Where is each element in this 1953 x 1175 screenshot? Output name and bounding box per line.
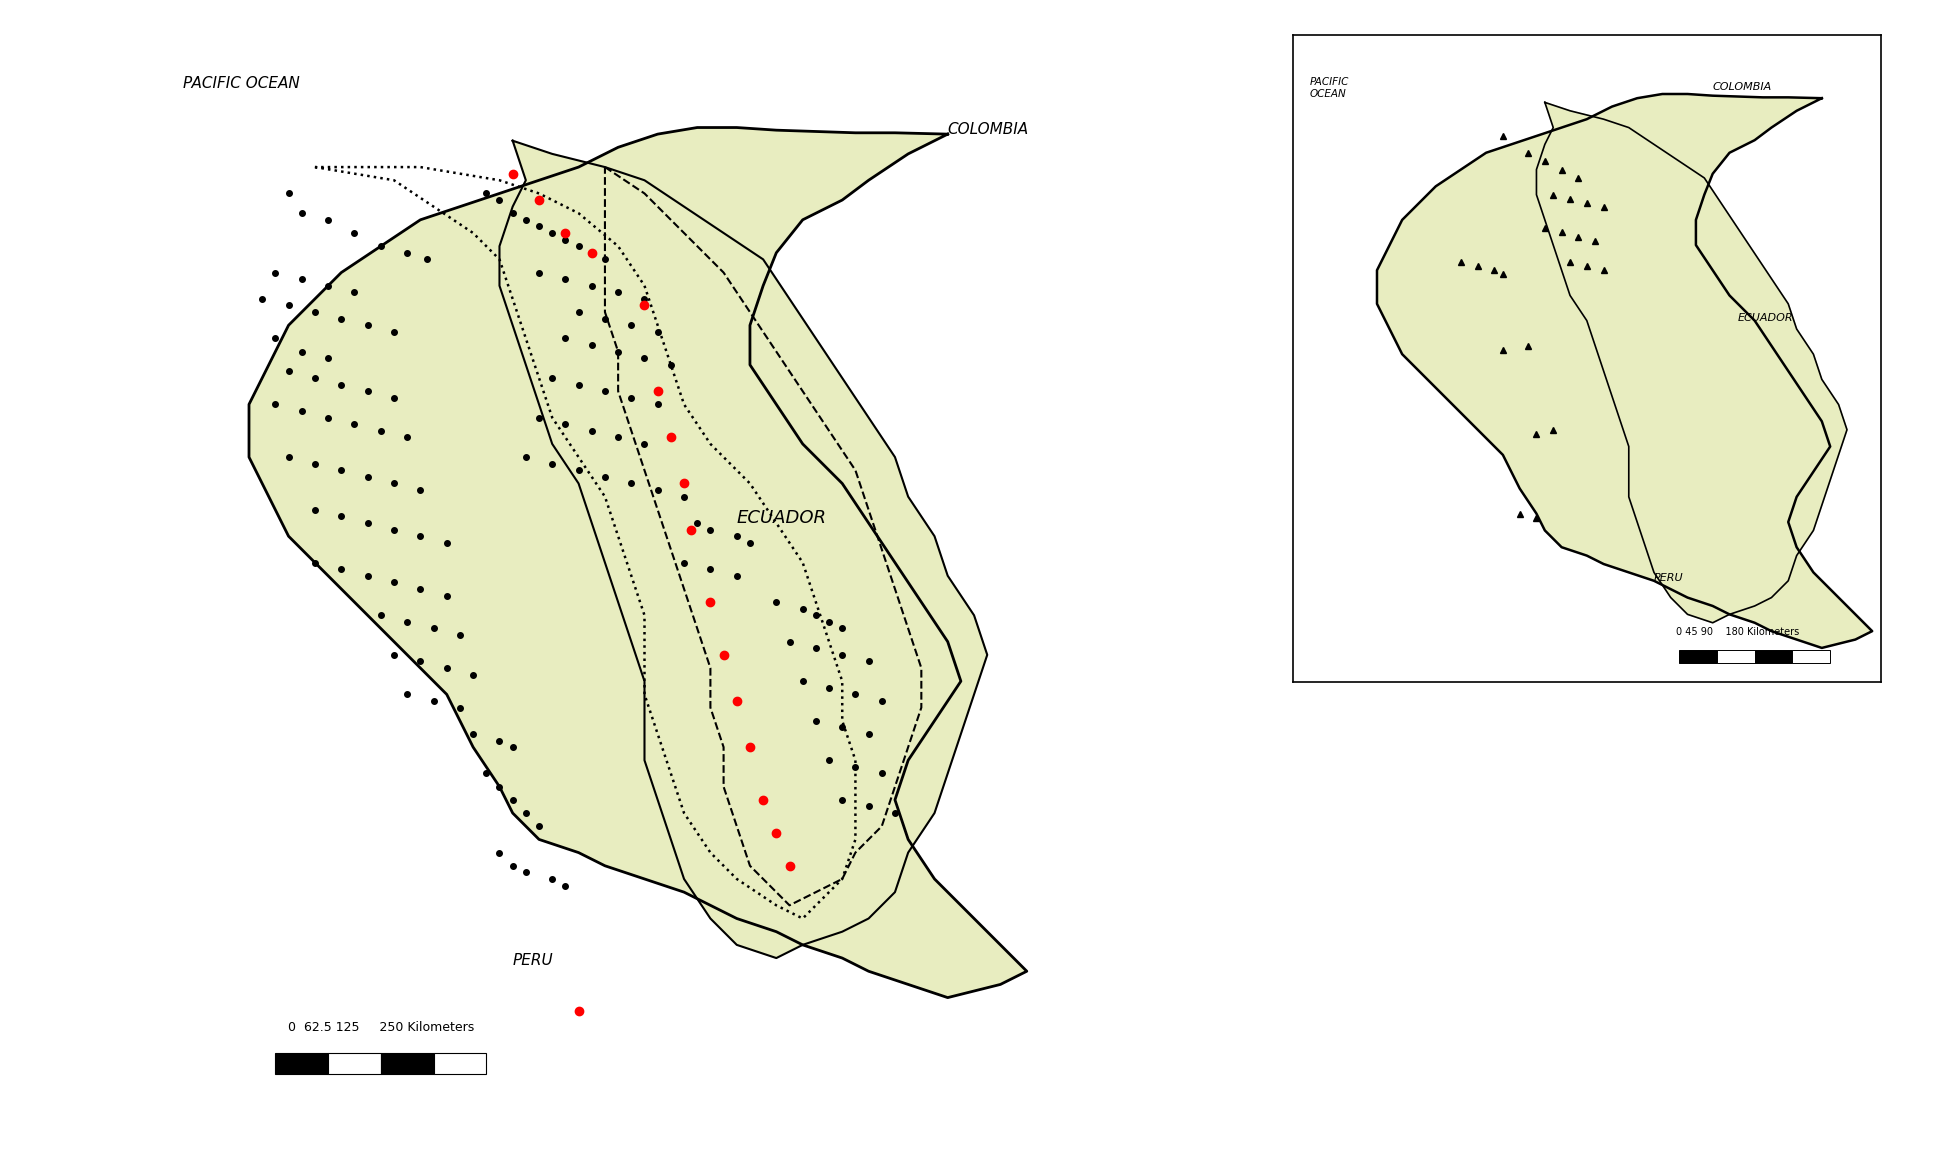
Bar bbox=[1717, 651, 1754, 663]
Text: 0 45 90    180 Kilometers: 0 45 90 180 Kilometers bbox=[1676, 627, 1799, 637]
Bar bbox=[1793, 651, 1830, 663]
Text: 0  62.5 125     250 Kilometers: 0 62.5 125 250 Kilometers bbox=[287, 1021, 475, 1034]
Bar bbox=[275, 1053, 328, 1074]
Bar bbox=[328, 1053, 381, 1074]
Text: PACIFIC OCEAN: PACIFIC OCEAN bbox=[184, 76, 301, 90]
Polygon shape bbox=[248, 128, 1027, 998]
Bar bbox=[434, 1053, 486, 1074]
Polygon shape bbox=[1537, 102, 1848, 623]
Polygon shape bbox=[500, 141, 988, 958]
Text: COLOMBIA: COLOMBIA bbox=[1713, 82, 1771, 92]
Text: ECUADOR: ECUADOR bbox=[1738, 313, 1793, 323]
Bar bbox=[1680, 651, 1717, 663]
Bar bbox=[1754, 651, 1793, 663]
Text: ECUADOR: ECUADOR bbox=[736, 509, 826, 528]
Polygon shape bbox=[1377, 94, 1873, 647]
Bar bbox=[381, 1053, 434, 1074]
Text: PERU: PERU bbox=[1654, 572, 1683, 583]
Text: PACIFIC
OCEAN: PACIFIC OCEAN bbox=[1310, 78, 1350, 99]
Text: PERU: PERU bbox=[512, 953, 553, 968]
Text: COLOMBIA: COLOMBIA bbox=[947, 122, 1029, 137]
